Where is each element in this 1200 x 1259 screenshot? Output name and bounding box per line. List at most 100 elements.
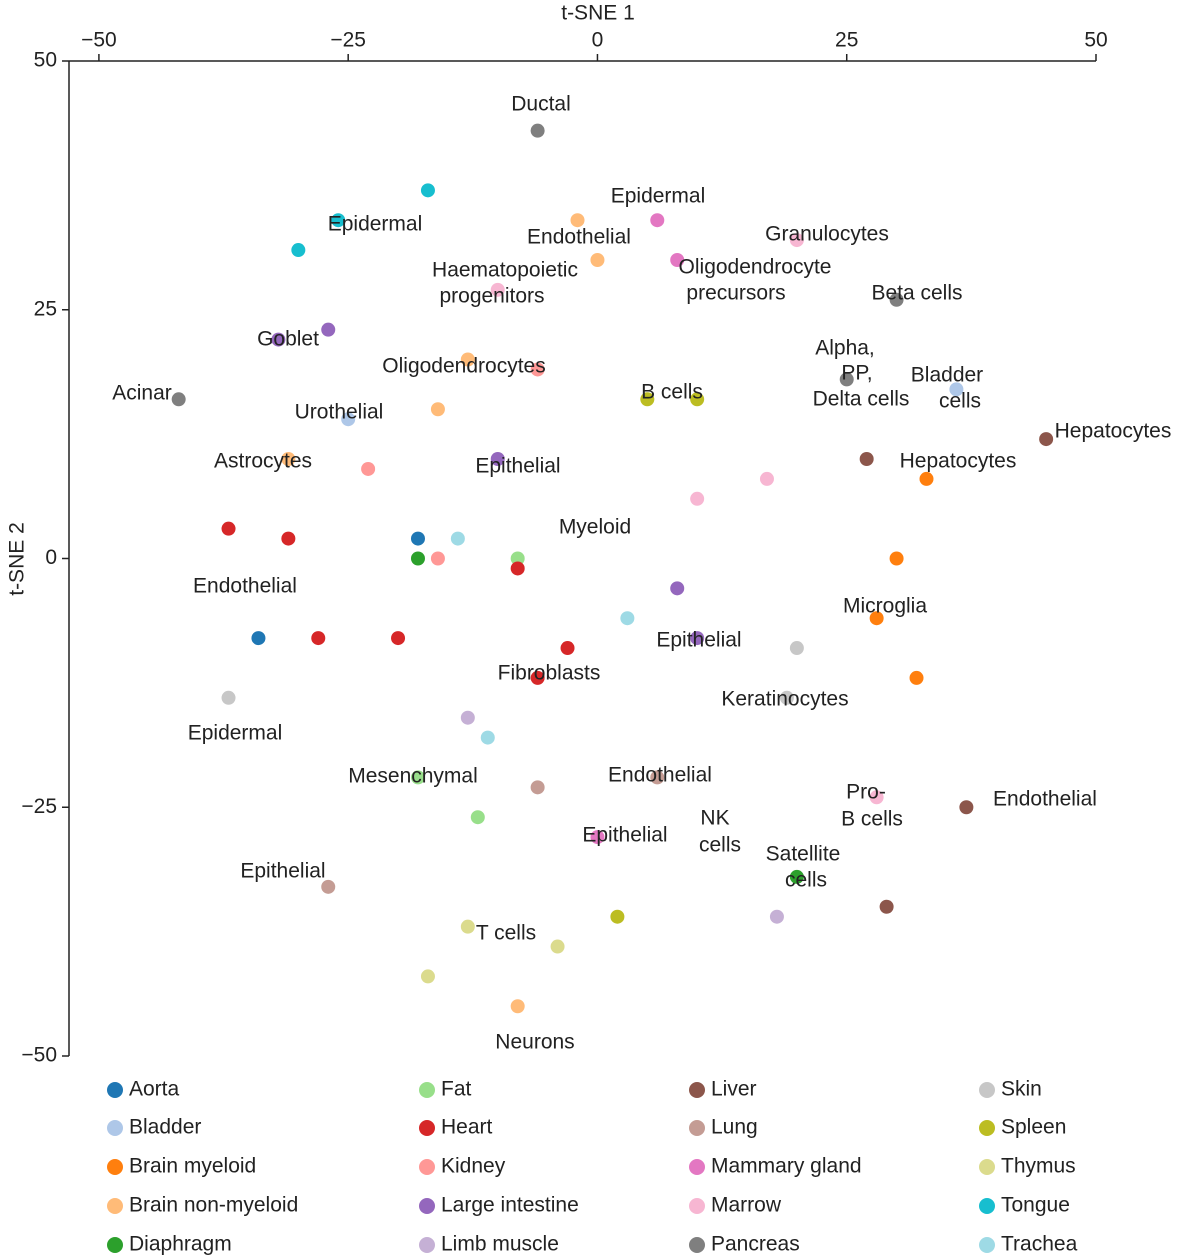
point [650, 213, 665, 228]
legend-label: Diaphragm [129, 1233, 232, 1256]
cluster-label: Astrocytes [214, 450, 312, 473]
point [650, 770, 665, 785]
point [341, 412, 356, 427]
point [490, 282, 505, 297]
point [889, 551, 904, 566]
cluster-label: Bladder [911, 364, 983, 387]
point [311, 631, 326, 646]
cluster-label: cells [699, 834, 741, 857]
point [221, 521, 236, 536]
point [361, 461, 376, 476]
point [1039, 432, 1054, 447]
cluster-label: B cells [641, 381, 703, 404]
cluster-label: Alpha, [815, 337, 875, 360]
cluster-label: Pro- [846, 781, 886, 804]
cluster-label: Epithelial [475, 455, 560, 478]
point [789, 233, 804, 248]
point [480, 730, 495, 745]
point [430, 551, 445, 566]
point [460, 710, 475, 725]
y-tick-label: −50 [21, 1044, 57, 1067]
legend-label: Mammary gland [711, 1155, 862, 1178]
legend-marker [979, 1082, 995, 1098]
legend-marker [419, 1159, 435, 1175]
x-tick-label: −25 [330, 29, 366, 52]
point [271, 332, 286, 347]
legend-label: Aorta [129, 1078, 180, 1101]
legend-label: Pancreas [711, 1233, 800, 1256]
y-tick-label: 0 [45, 546, 57, 569]
legend-marker [419, 1237, 435, 1253]
point [670, 253, 685, 267]
point [321, 879, 336, 894]
point [510, 561, 525, 576]
legend-label: Spleen [1001, 1116, 1066, 1139]
point [640, 392, 655, 407]
point [949, 382, 964, 397]
point [510, 999, 525, 1014]
cluster-label: Epithelial [656, 629, 741, 652]
point [410, 770, 425, 785]
legend-marker [689, 1159, 705, 1175]
cluster-label: Satellite [766, 843, 841, 866]
point [560, 641, 575, 656]
cluster-label: Goblet [257, 328, 319, 351]
cluster-label: Hepatocytes [900, 450, 1017, 473]
cluster-label: Neurons [495, 1031, 574, 1054]
point [690, 631, 705, 646]
point [281, 531, 296, 546]
point [919, 471, 934, 486]
legend-marker [419, 1082, 435, 1098]
legend-marker [689, 1082, 705, 1098]
point [869, 790, 884, 805]
point [610, 909, 625, 924]
cluster-label: cells [939, 390, 981, 413]
point [769, 909, 784, 924]
cluster-label: Fibroblasts [498, 662, 601, 685]
point [420, 969, 435, 984]
legend-label: Tongue [1001, 1194, 1070, 1217]
cluster-label: Microglia [843, 595, 927, 618]
legend-marker [107, 1082, 123, 1098]
point [490, 452, 505, 466]
cluster-label: Endothelial [527, 226, 631, 249]
cluster-label: Epithelial [582, 824, 667, 847]
cluster-label: Mesenchymal [348, 765, 478, 788]
cluster-label: Epidermal [328, 213, 423, 236]
legend-label: Skin [1001, 1078, 1042, 1101]
cluster-label: Haematopoietic [432, 259, 578, 282]
point [779, 690, 794, 705]
point [859, 452, 874, 466]
cluster-label: Ductal [511, 93, 571, 116]
legend-marker [979, 1198, 995, 1214]
y-tick-label: 25 [34, 297, 57, 320]
point [530, 123, 545, 138]
x-tick-label: 25 [835, 29, 858, 52]
cluster-label: Epidermal [611, 185, 706, 208]
y-tick-label: 50 [34, 49, 57, 72]
legend-label: Liver [711, 1078, 757, 1101]
legend-label: Brain myeloid [129, 1155, 256, 1178]
point [620, 611, 635, 626]
legend-label: Marrow [711, 1194, 782, 1217]
cluster-label: Epidermal [188, 722, 283, 745]
point [789, 641, 804, 656]
point [690, 392, 705, 407]
cluster-label: Urothelial [295, 401, 384, 424]
legend-label: Heart [441, 1116, 493, 1139]
point [570, 213, 585, 228]
legend-marker [689, 1237, 705, 1253]
legend-marker [419, 1198, 435, 1214]
legend-marker [107, 1159, 123, 1175]
cluster-label: Granulocytes [765, 223, 889, 246]
point [430, 402, 445, 417]
cluster-label: Epithelial [240, 860, 325, 883]
x-tick-label: −50 [81, 29, 117, 52]
point [331, 213, 346, 228]
point [839, 372, 854, 387]
cluster-label: T cells [476, 922, 536, 945]
point [670, 581, 685, 596]
cluster-label: PP, [841, 362, 872, 385]
cluster-label: Oligodendrocytes [382, 355, 545, 378]
